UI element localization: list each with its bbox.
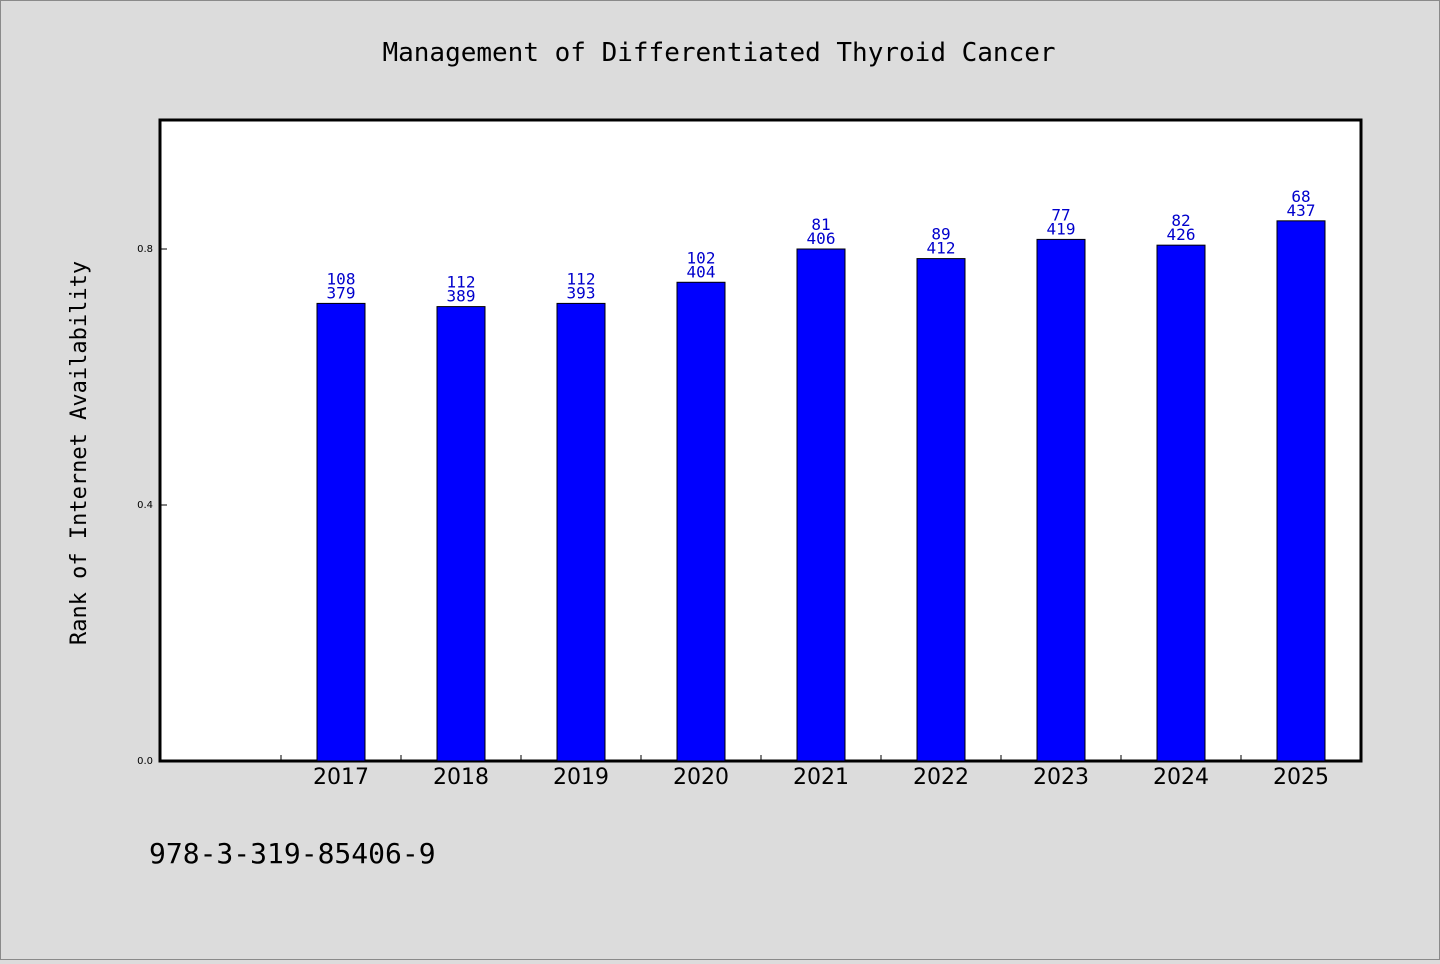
x-tick-label: 2017 [313,765,369,790]
y-tick-label: 0.4 [137,500,153,511]
bar-label-bottom: 426 [1167,225,1196,244]
bar-label-bottom: 437 [1287,201,1316,220]
x-tick-label: 2023 [1033,765,1089,790]
bar-label-top: 68 [1291,187,1310,206]
x-tick-label: 2024 [1153,765,1209,790]
x-tick-label: 2021 [793,765,849,790]
bar-label-top: 77 [1051,205,1070,224]
bar-label-bottom: 406 [807,229,836,248]
bar-label-bottom: 393 [567,283,596,302]
bar-label-bottom: 404 [687,262,716,281]
bar-label-top: 112 [567,269,596,288]
bar-label-top: 81 [811,215,830,234]
bar-2019 [556,302,606,762]
isbn-label: 978-3-319-85406-9 [149,837,436,870]
bar-label-bottom: 379 [327,283,356,302]
y-tick-label: 0.8 [137,244,153,255]
y-axis: 0.0 0.4 0.8 [137,244,167,767]
bar-series [316,220,1326,762]
x-tick-label: 2022 [913,765,969,790]
bar-2021 [796,248,846,762]
x-axis: 2017 2018 2019 2020 2021 2022 2023 2024 2025 [280,755,1329,790]
bar-label-top: 102 [687,248,716,267]
x-tick-label: 2019 [553,765,609,790]
bar-2024 [1156,244,1206,762]
x-tick-label: 2018 [433,765,489,790]
y-axis-label: Rank of Internet Availability [67,261,92,645]
x-tick-label: 2020 [673,765,729,790]
bar-label-bottom: 412 [927,239,956,258]
bar-2023 [1036,238,1086,762]
bar-2017 [316,302,366,762]
bar-2025 [1276,220,1326,762]
bar-label-top: 108 [327,269,356,288]
bar-label-top: 89 [931,225,950,244]
bar-label-bottom: 419 [1047,219,1076,238]
y-tick-label: 0.0 [137,756,153,767]
x-tick-label: 2025 [1273,765,1329,790]
bar-label-bottom: 389 [447,287,476,306]
bar-label-top: 112 [447,273,476,292]
bar-2022 [916,258,966,762]
bar-label-top: 82 [1171,211,1190,230]
bar-2020 [676,281,726,762]
chart-title: Management of Differentiated Thyroid Can… [382,38,1055,68]
bar-2018 [436,306,486,762]
